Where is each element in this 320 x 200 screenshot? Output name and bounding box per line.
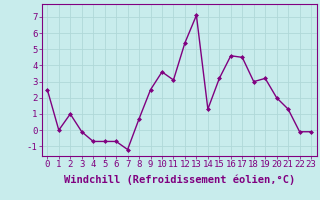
X-axis label: Windchill (Refroidissement éolien,°C): Windchill (Refroidissement éolien,°C) xyxy=(64,175,295,185)
